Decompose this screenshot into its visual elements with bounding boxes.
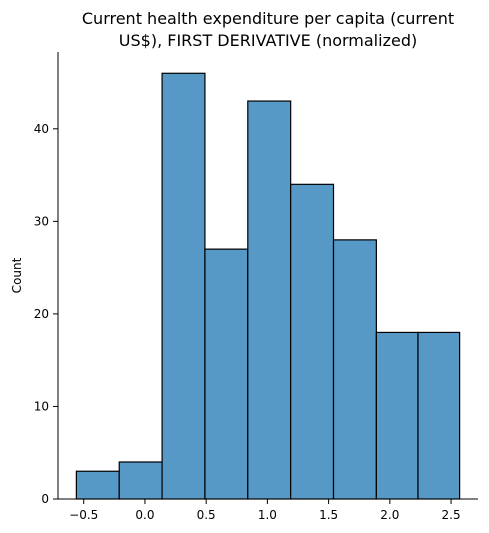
y-tick-label-1: 10 (34, 399, 49, 413)
histogram-bar-6 (332, 239, 377, 500)
y-tick-label-0: 0 (41, 492, 49, 506)
x-tick-label-0: −0.5 (69, 508, 98, 522)
y-axis-label: Count (10, 257, 24, 293)
histogram-bar-3 (204, 248, 249, 500)
x-ticks-group: −0.5 0.0 0.5 1.0 1.5 2.0 2.5 (69, 499, 461, 522)
x-tick-label-1: 0.0 (135, 508, 154, 522)
bars-group (75, 72, 461, 500)
histogram-bar-0 (75, 470, 120, 500)
chart-title-line-1: Current health expenditure per capita (c… (82, 9, 454, 28)
x-tick-label-4: 1.5 (319, 508, 338, 522)
histogram-bar-4 (247, 100, 292, 500)
y-tick-label-4: 40 (34, 122, 49, 136)
y-ticks-group: 0 10 20 30 40 (34, 122, 58, 506)
y-tick-label-2: 20 (34, 307, 49, 321)
histogram-bar-1 (118, 461, 163, 500)
x-tick-label-2: 0.5 (197, 508, 216, 522)
chart-title-line-2: US$), FIRST DERIVATIVE (normalized) (119, 31, 417, 50)
histogram-bar-8 (417, 331, 461, 500)
y-tick-label-3: 30 (34, 214, 49, 228)
histogram-bar-7 (375, 331, 419, 500)
histogram-bar-5 (290, 183, 335, 500)
x-tick-label-6: 2.5 (442, 508, 461, 522)
x-tick-label-5: 2.0 (380, 508, 399, 522)
x-tick-label-3: 1.0 (258, 508, 277, 522)
histogram-bar-2 (161, 72, 206, 500)
